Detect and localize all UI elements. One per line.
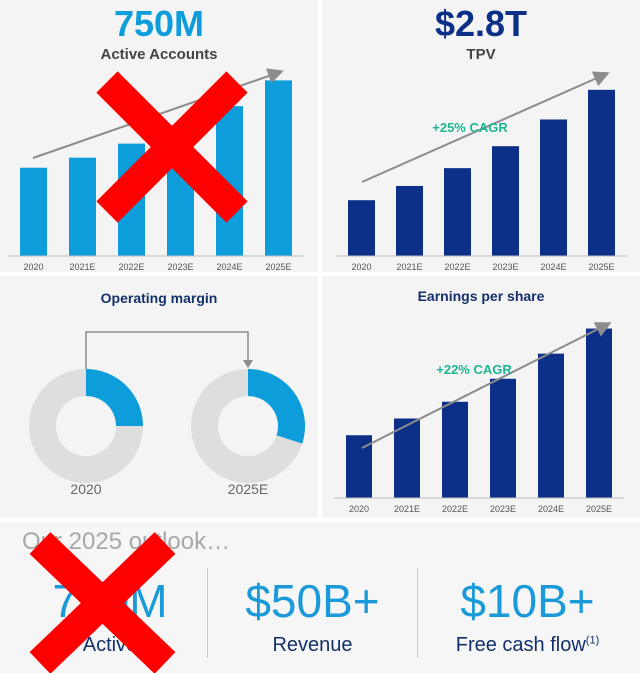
bar — [265, 80, 292, 256]
x-tick-label: 2022E — [118, 262, 144, 272]
cross-mark-icon — [96, 71, 248, 223]
tpv-headline-label: TPV — [466, 46, 496, 63]
bar — [444, 168, 471, 256]
cross-stroke-2 — [96, 71, 248, 223]
x-tick-label: 2021E — [69, 262, 95, 272]
donut-segment — [248, 369, 305, 444]
operating-margin-panel: Operating margin 2020 2025E — [0, 276, 318, 518]
bar — [540, 119, 567, 256]
eps-bar-chart: 2020 2021E 2022E 2023E 2024E 2025E +22% CAGR — [334, 322, 624, 514]
outlook-fcf-label-wrap: Free cash flow(1) — [425, 634, 630, 657]
x-tick-label: 2020 — [351, 262, 371, 272]
donut-segment — [86, 369, 143, 426]
trend-arrow — [361, 322, 612, 449]
donut-label: 2020 — [70, 481, 101, 497]
active-accounts-panel: 750M Active Accounts 2020 2021E 2022E 2023E… — [0, 0, 318, 272]
tpv-headline-value: $2.8T — [434, 3, 528, 44]
x-tick-label: 2024E — [540, 262, 566, 272]
bar — [348, 200, 375, 256]
x-tick-label: 2023E — [167, 262, 193, 272]
tpv-panel: $2.8T TPV 2020 2021E 2022E 2023E 2024E 2025E +… — [322, 0, 640, 272]
eps-title: Earnings per share — [417, 288, 545, 304]
outlook-fcf-footnote: (1) — [585, 634, 600, 647]
trend-arrow — [361, 71, 610, 183]
cross-mark-icon — [29, 532, 176, 673]
x-tick-label: 2020 — [349, 504, 369, 514]
cagr-annotation: +25% CAGR — [432, 120, 508, 135]
x-tick-label: 2025E — [586, 504, 612, 514]
x-tick-label: 2024E — [216, 262, 242, 272]
accounts-headline-label: Active Accounts — [100, 46, 218, 63]
donut-label: 2025E — [228, 481, 268, 497]
connector-arrow-head — [243, 360, 253, 368]
bar — [69, 157, 96, 256]
accounts-bar-chart: 2020 2021E 2022E 2023E 2024E 2025E — [8, 68, 304, 272]
x-tick-label: 2021E — [396, 262, 422, 272]
accounts-headline-value: 750M — [113, 3, 205, 44]
x-tick-label: 2021E — [394, 504, 420, 514]
tpv-bar-chart: 2020 2021E 2022E 2023E 2024E 2025E +25% CAGR — [336, 71, 627, 272]
bar — [394, 418, 420, 498]
bar — [396, 185, 423, 256]
x-tick-label: 2022E — [442, 504, 468, 514]
connector-arrow-line — [85, 331, 249, 369]
bar — [588, 89, 615, 256]
outlook-fcf-label: Free cash flow — [455, 634, 586, 656]
x-tick-label: 2022E — [444, 262, 470, 272]
bar — [490, 378, 516, 498]
x-tick-label: 2025E — [588, 262, 614, 272]
bar — [538, 353, 564, 498]
outlook-revenue-label: Revenue — [272, 634, 353, 656]
outlook-fcf-value: $10B+ — [460, 575, 595, 627]
x-tick-label: 2023E — [490, 504, 516, 514]
x-tick-label: 2025E — [265, 262, 291, 272]
outlook-metric-fcf: $10B+ Free cash flow(1) — [425, 578, 630, 657]
eps-panel: Earnings per share 2020 2021E 2022E 2023E 20… — [322, 276, 640, 518]
x-tick-label: 2023E — [492, 262, 518, 272]
bar — [20, 167, 47, 256]
operating-margin-donuts: 2020 2025E — [29, 331, 305, 497]
outlook-divider — [207, 568, 208, 658]
cross-stroke-2 — [29, 532, 176, 673]
cagr-annotation: +22% CAGR — [436, 362, 512, 377]
outlook-metric-revenue: $50B+ Revenue — [215, 578, 410, 657]
outlook-section: Our 2025 outlook… 750M Active $50B+ Reve… — [0, 522, 640, 673]
x-tick-label: 2020 — [23, 262, 43, 272]
x-tick-label: 2024E — [538, 504, 564, 514]
outlook-revenue-value: $50B+ — [245, 575, 380, 627]
bar — [442, 401, 468, 498]
bar — [586, 328, 612, 498]
margin-title: Operating margin — [100, 290, 218, 306]
outlook-divider — [417, 568, 418, 658]
bar — [492, 146, 519, 256]
